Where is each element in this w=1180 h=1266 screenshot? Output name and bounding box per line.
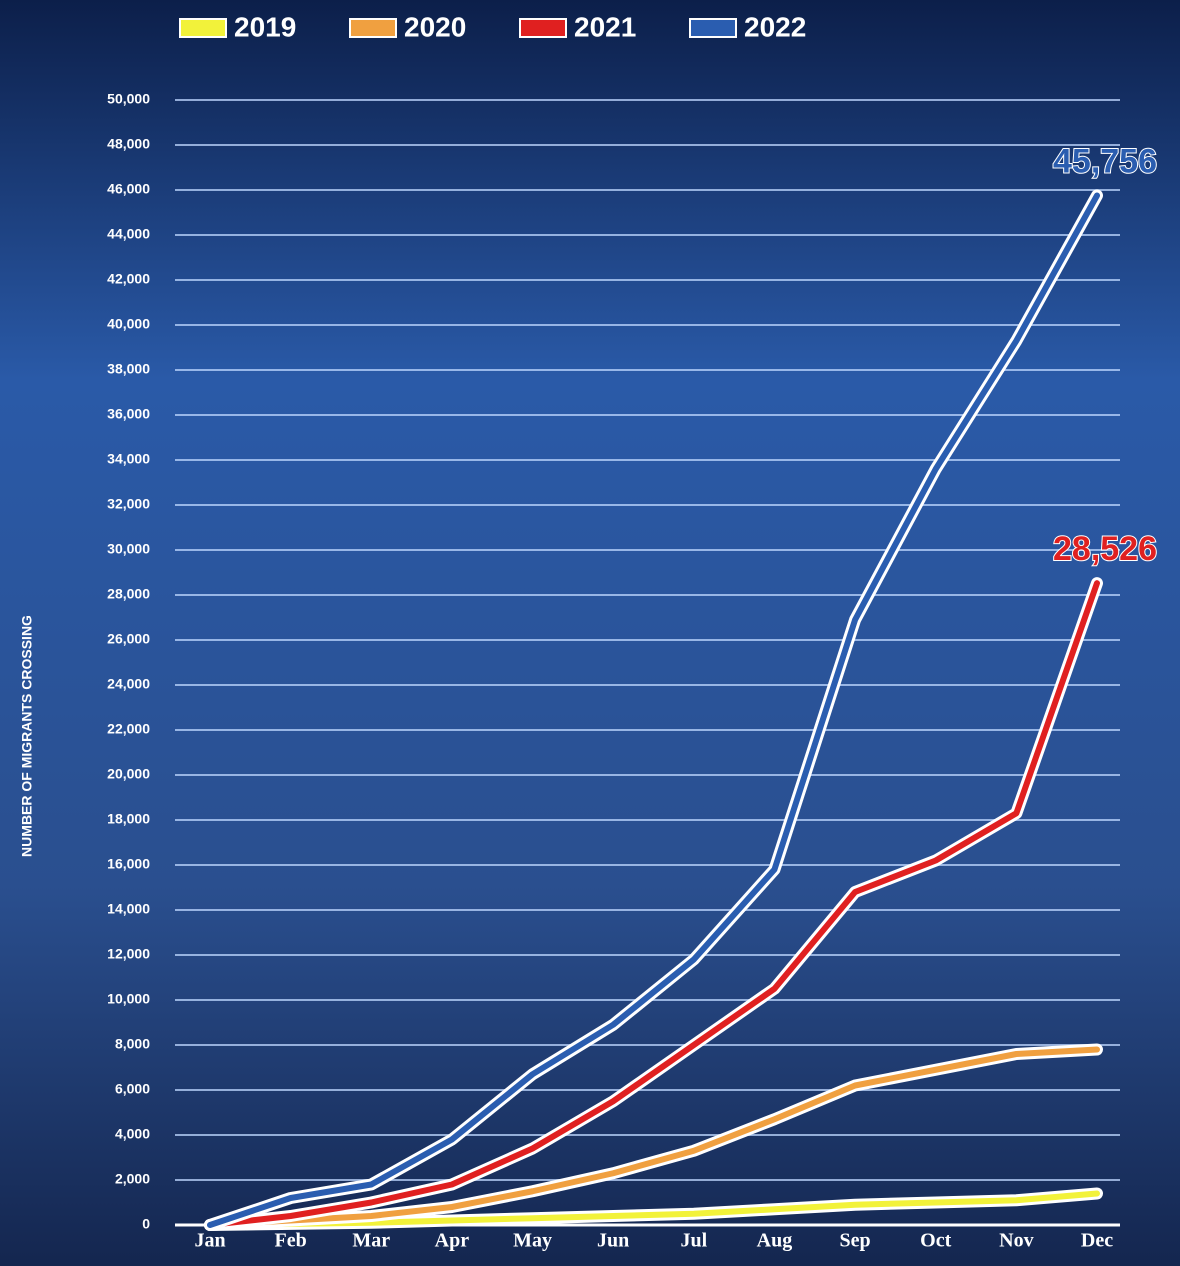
y-tick-label: 8,000	[115, 1036, 150, 1052]
y-tick-label: 0	[142, 1216, 150, 1232]
legend-swatch	[179, 18, 227, 38]
legend-swatch	[689, 18, 737, 38]
y-tick-label: 36,000	[107, 406, 150, 422]
y-tick-label: 16,000	[107, 856, 150, 872]
legend-label: 2022	[744, 11, 806, 42]
y-tick-label: 10,000	[107, 991, 150, 1007]
y-tick-label: 44,000	[107, 226, 150, 242]
x-tick-label: Aug	[757, 1230, 793, 1252]
legend-label: 2019	[234, 11, 296, 42]
x-tick-label: Oct	[920, 1230, 951, 1252]
line	[207, 580, 1100, 1228]
y-tick-label: 20,000	[107, 766, 150, 782]
y-tick-label: 30,000	[107, 541, 150, 557]
x-tick-label: Apr	[435, 1230, 470, 1252]
y-tick-label: 14,000	[107, 901, 150, 917]
x-tick-label: Jun	[597, 1230, 629, 1252]
legend-label: 2020	[404, 11, 466, 42]
legend-swatch	[349, 18, 397, 38]
y-tick-label: 4,000	[115, 1126, 150, 1142]
y-tick-label: 34,000	[107, 451, 150, 467]
x-tick-label: Sep	[840, 1230, 871, 1252]
x-tick-label: Jul	[680, 1230, 707, 1252]
y-tick-label: 26,000	[107, 631, 150, 647]
y-tick-label: 18,000	[107, 811, 150, 827]
x-tick-label: Feb	[275, 1230, 307, 1252]
legend-swatch	[519, 18, 567, 38]
data-label: 28,526	[1053, 530, 1157, 568]
y-axis-label: NUMBER OF MIGRANTS CROSSING	[19, 615, 35, 857]
y-tick-label: 38,000	[107, 361, 150, 377]
data-label: 45,756	[1053, 142, 1157, 180]
y-tick-label: 48,000	[107, 136, 150, 152]
x-tick-label: Mar	[352, 1230, 390, 1252]
y-tick-label: 32,000	[107, 496, 150, 512]
x-tick-label: May	[513, 1230, 552, 1252]
y-tick-label: 6,000	[115, 1081, 150, 1097]
line	[207, 192, 1100, 1228]
y-tick-label: 46,000	[107, 181, 150, 197]
y-tick-label: 2,000	[115, 1171, 150, 1187]
y-tick-label: 50,000	[107, 91, 150, 107]
line	[207, 1190, 1100, 1228]
y-tick-label: 42,000	[107, 271, 150, 287]
legend-label: 2021	[574, 11, 636, 42]
x-tick-label: Nov	[999, 1230, 1033, 1252]
y-tick-label: 12,000	[107, 946, 150, 962]
x-tick-label: Dec	[1081, 1230, 1113, 1252]
y-tick-label: 24,000	[107, 676, 150, 692]
line	[207, 1046, 1100, 1228]
y-tick-label: 22,000	[107, 721, 150, 737]
y-tick-label: 40,000	[107, 316, 150, 332]
x-tick-label: Jan	[194, 1230, 225, 1252]
y-tick-label: 28,000	[107, 586, 150, 602]
